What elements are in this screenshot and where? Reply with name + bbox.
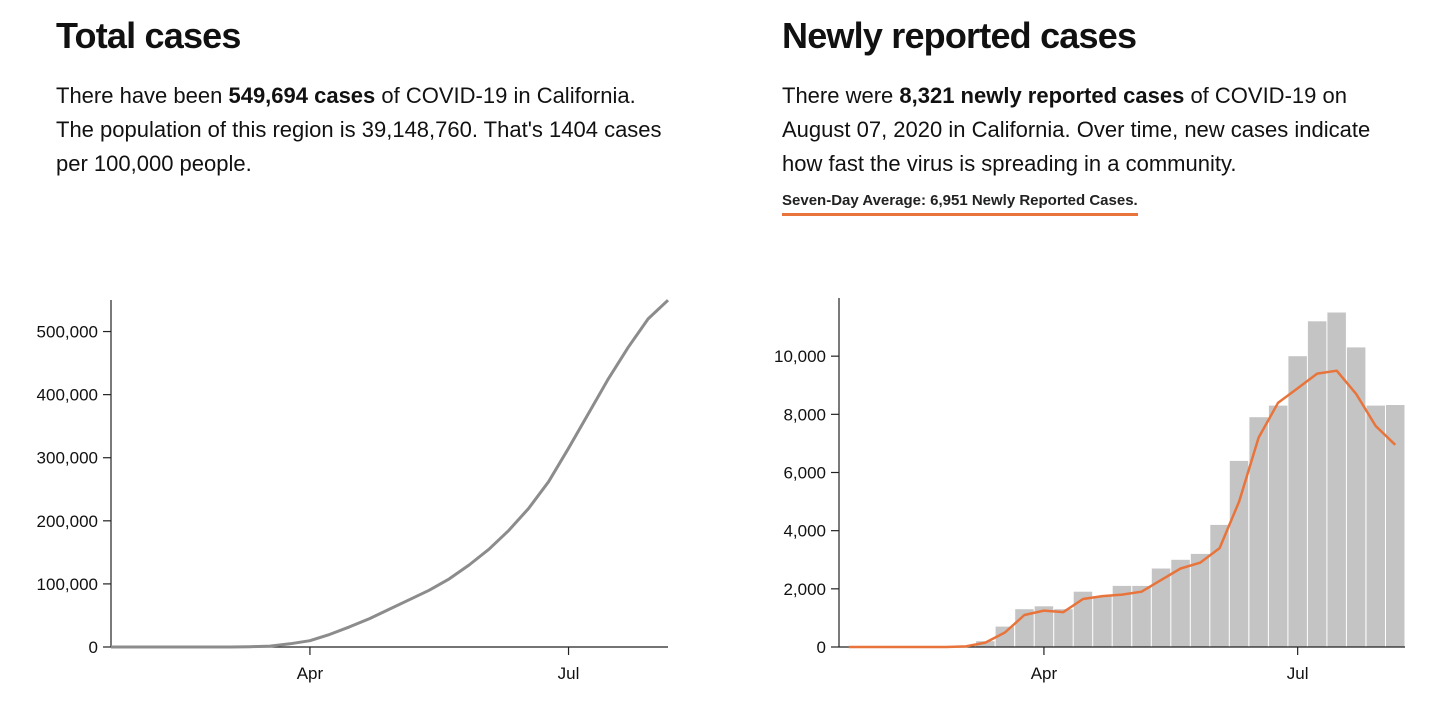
y-tick-label: 400,000 — [37, 386, 98, 405]
total-cases-title: Total cases — [56, 15, 241, 56]
x-tick-label: Jul — [1287, 664, 1309, 683]
total-cases-text-1: There have been — [56, 83, 229, 108]
new-cases-title: Newly reported cases — [782, 15, 1137, 56]
total-cases-description: There have been 549,694 cases of COVID-1… — [56, 79, 676, 181]
y-tick-label: 6,000 — [783, 464, 826, 483]
daily-cases-bar — [1386, 405, 1405, 647]
total-cases-text-2: of COVID-19 in California. The populatio… — [56, 83, 662, 176]
y-tick-label: 2,000 — [783, 580, 826, 599]
total-cases-panel: Total cases There have been 549,694 case… — [37, 15, 676, 683]
y-tick-label: 0 — [817, 638, 826, 657]
total-cases-line-chart: 0 100,000 200,000 300,000 400,000 500,000 Apr J… — [37, 299, 670, 683]
daily-cases-bar — [1249, 417, 1268, 647]
daily-cases-bar — [1229, 460, 1249, 647]
new-cases-description: There were 8,321 newly reported cases of… — [782, 79, 1402, 181]
daily-cases-bar — [1288, 356, 1307, 647]
daily-cases-bar — [976, 641, 995, 647]
new-cases-text-2: of COVID-19 on August 07, 2020 in Califo… — [782, 83, 1371, 176]
daily-cases-bar — [1327, 312, 1346, 647]
daily-cases-bar — [1268, 405, 1288, 647]
new-cases-bar-chart: 0 2,000 4,000 6,000 8,000 10,000 Apr Jul — [774, 298, 1405, 683]
daily-cases-bar — [1171, 559, 1190, 648]
y-tick-label: 500,000 — [37, 323, 98, 342]
y-tick-label: 200,000 — [37, 512, 98, 531]
daily-cases-bar — [995, 626, 1015, 647]
new-cases-text-1: There were — [782, 83, 900, 108]
daily-cases-bar — [1346, 347, 1366, 647]
daily-cases-bar — [1151, 568, 1171, 647]
daily-cases-bar — [1210, 524, 1229, 647]
daily-cases-bar — [1307, 321, 1327, 647]
y-tick-label: 4,000 — [783, 522, 826, 541]
daily-cases-bar — [1093, 596, 1112, 647]
seven-day-average-label: Seven-Day Average: 6,951 Newly Reported … — [782, 192, 1138, 216]
y-tick-label: 8,000 — [783, 405, 826, 424]
x-tick-label: Jul — [558, 664, 580, 683]
daily-cases-bar — [1073, 591, 1093, 647]
daily-cases-bar — [1112, 585, 1132, 647]
y-tick-label: 300,000 — [37, 449, 98, 468]
daily-cases-bar — [1132, 585, 1151, 647]
y-tick-label: 100,000 — [37, 575, 98, 594]
daily-cases-bar — [1366, 405, 1385, 647]
new-cases-count: 8,321 newly reported cases — [899, 83, 1185, 108]
new-cases-panel: Newly reported cases There were 8,321 ne… — [720, 0, 1440, 716]
x-tick-label: Apr — [1031, 664, 1058, 683]
daily-cases-bar — [1034, 606, 1054, 647]
total-cases-count: 549,694 cases — [228, 83, 376, 108]
y-tick-label: 0 — [89, 638, 98, 657]
daily-cases-bar — [1054, 609, 1073, 647]
total-cases-line — [111, 299, 670, 649]
daily-cases-bar — [1190, 553, 1210, 647]
y-tick-label: 10,000 — [774, 347, 826, 366]
x-tick-label: Apr — [297, 664, 324, 683]
seven-day-average-line — [848, 369, 1397, 649]
